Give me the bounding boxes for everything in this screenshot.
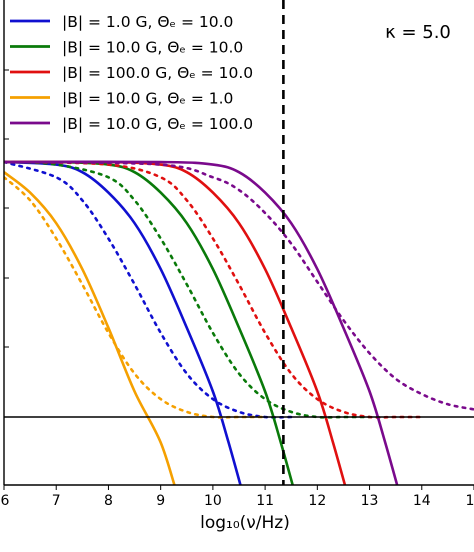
x-tick-label-5: 11	[256, 493, 274, 509]
reference-lines	[4, 0, 474, 485]
series-2-solid-line	[4, 160, 347, 485]
x-tick-label-6: 12	[308, 493, 326, 509]
kappa-annotation: κ = 5.0	[385, 22, 451, 43]
series-4-solid-line	[4, 160, 399, 485]
legend-label-3: |B| = 10.0 G, Θₑ = 1.0	[62, 90, 233, 108]
x-tick-label-3: 9	[156, 493, 165, 509]
series-1-dotted-line	[4, 160, 371, 419]
x-tick-label-2: 8	[104, 493, 113, 509]
x-tick-label-0: 6	[1, 493, 10, 509]
series-0-dotted-line	[4, 160, 293, 419]
x-tick-label-9: 1	[466, 493, 474, 509]
legend-label-4: |B| = 10.0 G, Θₑ = 100.0	[62, 115, 253, 133]
legend-label-0: |B| = 1.0 G, Θₑ = 10.0	[62, 13, 233, 31]
axes	[3, 0, 474, 486]
x-tick-label-7: 13	[361, 493, 379, 509]
series-0-solid-line	[4, 160, 242, 485]
legend: |B| = 1.0 G, Θₑ = 10.0 |B| = 10.0 G, Θₑ =…	[10, 13, 253, 133]
series-1-solid-line	[4, 160, 295, 485]
legend-label-2: |B| = 100.0 G, Θₑ = 10.0	[62, 64, 253, 82]
x-axis-label: log₁₀(ν/Hz)	[200, 513, 290, 533]
x-tick-label-4: 10	[204, 493, 222, 509]
legend-label-1: |B| = 10.0 G, Θₑ = 10.0	[62, 39, 243, 57]
series-4-dotted-line	[4, 160, 474, 411]
series-2-dotted-line	[4, 160, 424, 419]
curve-layer	[4, 160, 474, 485]
x-ticks: 6 7 8 9 10 11 12 13 14 1	[1, 485, 474, 509]
x-tick-label-8: 14	[413, 493, 431, 509]
x-tick-label-1: 7	[52, 493, 61, 509]
series-3-solid-line	[4, 171, 176, 485]
